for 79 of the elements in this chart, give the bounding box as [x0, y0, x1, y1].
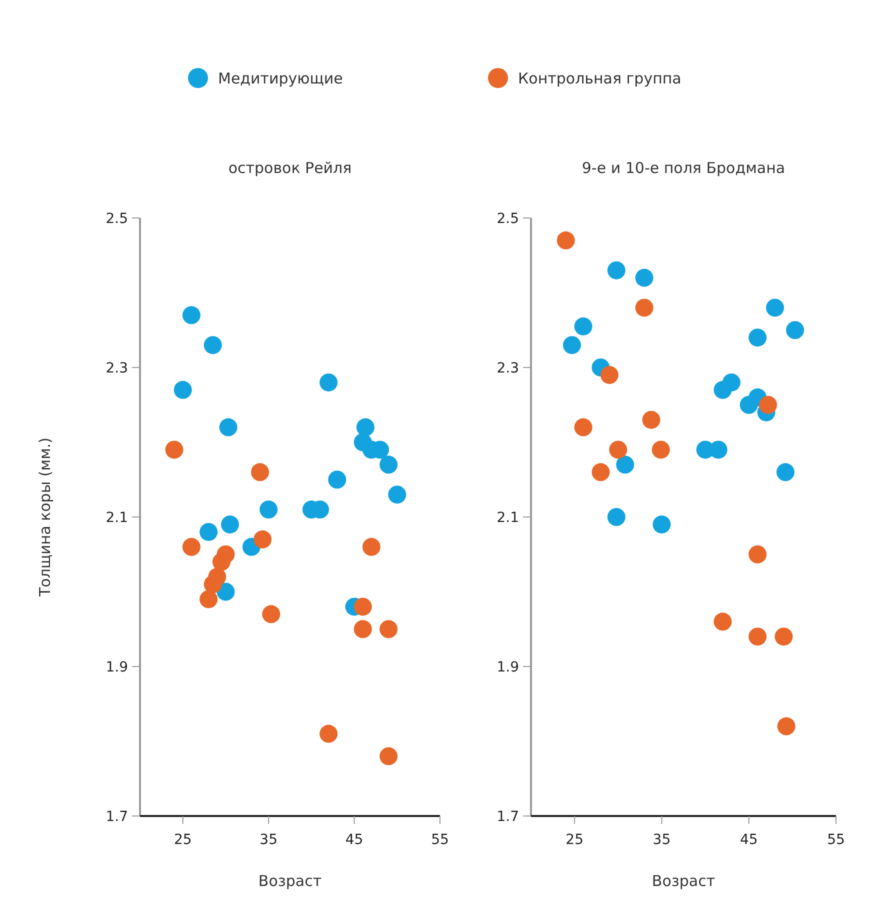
legend-label: Контрольная группа [518, 69, 682, 88]
x-axis-title: Возраст [258, 872, 322, 890]
point [748, 328, 767, 347]
point [182, 306, 200, 324]
point [182, 538, 200, 556]
y-axis-title: Толщина коры (мм.) [36, 437, 54, 598]
x-axis-title: Возраст [652, 872, 716, 890]
point [609, 440, 628, 459]
point [320, 373, 338, 392]
x-tick-label: 45 [740, 832, 758, 848]
point [380, 456, 398, 474]
point [722, 373, 740, 392]
x-tick-label: 55 [827, 832, 845, 848]
chart-title: островок Рейля [228, 159, 352, 177]
point [607, 261, 626, 280]
point [714, 612, 732, 631]
point [262, 605, 280, 624]
point [219, 418, 238, 436]
y-tick-label: 2.3 [106, 360, 128, 376]
y-tick-label: 2.5 [106, 210, 128, 227]
point [204, 575, 222, 594]
point [759, 396, 778, 414]
legend-label: Медитирующие [218, 69, 343, 88]
point [556, 231, 575, 250]
point [221, 515, 239, 534]
point [635, 298, 654, 317]
point [356, 418, 374, 436]
point [777, 717, 796, 736]
point [740, 396, 758, 414]
point [260, 500, 278, 519]
x-tick-label: 25 [566, 832, 584, 848]
point [592, 463, 610, 482]
point [574, 317, 592, 336]
point [251, 463, 269, 482]
y-tick-label: 2.1 [496, 510, 519, 526]
point [562, 336, 581, 354]
x-tick-label: 25 [174, 832, 192, 848]
point [380, 620, 398, 638]
y-tick-label: 2.5 [496, 210, 519, 227]
point [574, 418, 592, 436]
point [328, 470, 346, 489]
y-tick-label: 1.7 [496, 808, 519, 825]
point [165, 440, 184, 459]
point [616, 456, 634, 474]
y-tick-label: 2.1 [106, 510, 128, 526]
point [607, 508, 626, 526]
y-tick-label: 1.9 [496, 659, 519, 676]
point [642, 410, 660, 429]
point [766, 298, 784, 317]
point [200, 590, 218, 608]
x-tick-label: 35 [652, 832, 671, 848]
chart-title: 9-е и 10-е поля Бродмана [582, 159, 786, 177]
point [320, 724, 338, 743]
x-tick-label: 55 [431, 832, 449, 848]
point [652, 440, 670, 459]
x-tick-label: 45 [345, 832, 364, 848]
point [388, 486, 406, 504]
point [652, 515, 671, 534]
x-tick-label: 35 [260, 832, 278, 848]
y-tick-label: 1.7 [106, 808, 128, 825]
point [200, 522, 218, 541]
point [254, 530, 272, 548]
point [600, 366, 618, 384]
point [774, 628, 793, 646]
y-tick-label: 1.9 [106, 659, 128, 676]
y-tick-label: 2.3 [496, 360, 519, 376]
point [212, 552, 230, 571]
point [635, 268, 654, 287]
point [362, 538, 380, 556]
point [204, 336, 222, 354]
point [786, 321, 804, 340]
point [748, 545, 767, 564]
point [354, 620, 372, 638]
point [216, 582, 235, 601]
point [354, 598, 372, 616]
point [174, 380, 192, 399]
point [748, 628, 767, 646]
point [776, 463, 794, 482]
point [380, 747, 398, 766]
